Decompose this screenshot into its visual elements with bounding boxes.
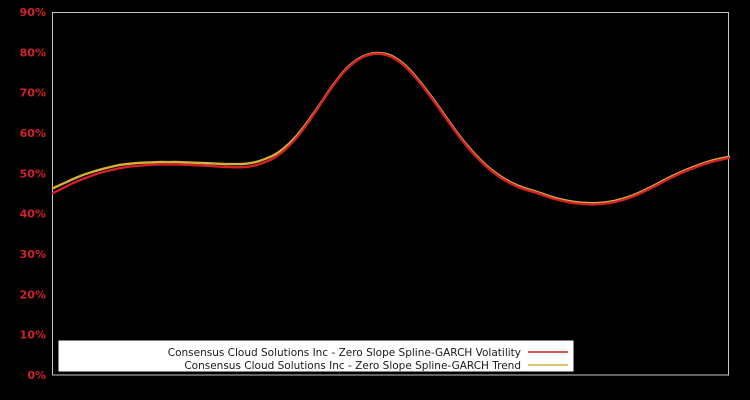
y-axis-tick-10pct: 10% (20, 329, 46, 342)
y-axis-tick-50pct: 50% (20, 167, 46, 180)
y-axis-tick-20pct: 20% (20, 288, 46, 301)
y-axis-tick-30pct: 30% (20, 248, 46, 261)
legend-label-volatility: Consensus Cloud Solutions Inc - Zero Slo… (168, 347, 521, 359)
y-axis-tick-0pct: 0% (27, 369, 46, 382)
legend-background (58, 340, 574, 372)
y-axis-tick-labels: 90% 80% 70% 60% 50% 40% 30% 20% 10% 0% (20, 6, 46, 382)
y-axis-tick-90pct: 90% (20, 6, 46, 19)
chart-legend: Consensus Cloud Solutions Inc - Zero Slo… (58, 340, 574, 372)
series-layer (51, 51, 731, 206)
y-axis-tick-60pct: 60% (20, 127, 46, 140)
series-line-volatility (51, 52, 731, 206)
legend-label-trend: Consensus Cloud Solutions Inc - Zero Slo… (184, 360, 521, 372)
y-axis-tick-80pct: 80% (20, 46, 46, 59)
y-axis-tick-70pct: 70% (20, 87, 46, 100)
y-axis-tick-40pct: 40% (20, 208, 46, 221)
